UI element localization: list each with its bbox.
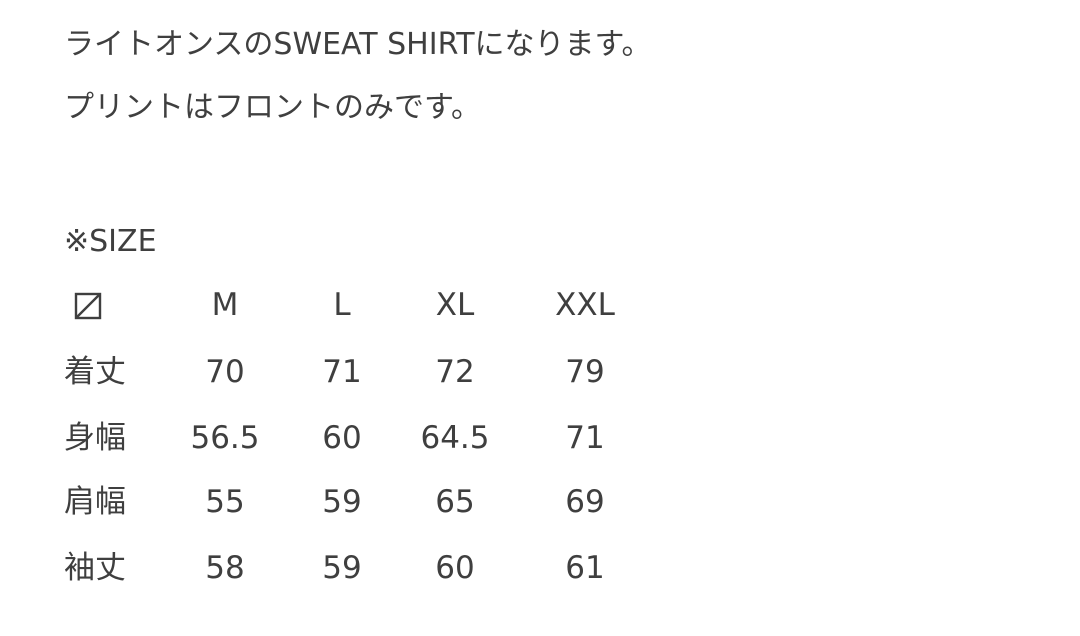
column-header-m: M: [211, 287, 239, 323]
table-cell: 60: [435, 550, 475, 586]
table-cell: 79: [565, 354, 605, 390]
size-heading: ※SIZE: [64, 224, 157, 259]
table-cell: 59: [322, 550, 362, 586]
row-label: 袖丈: [64, 550, 126, 586]
table-cell: 64.5: [420, 420, 490, 456]
row-label: 身幅: [64, 420, 126, 456]
table-cell: 59: [322, 484, 362, 520]
table-cell: 61: [565, 550, 605, 586]
table-cell: 56.5: [190, 420, 260, 456]
table-cell: 55: [205, 484, 245, 520]
row-label: 肩幅: [64, 484, 126, 520]
table-cell: 58: [205, 550, 245, 586]
row-label: 着丈: [64, 354, 126, 390]
column-header-l: L: [333, 287, 351, 323]
table-cell: 70: [205, 354, 245, 390]
description-line-2: プリントはフロントのみです。: [64, 90, 481, 125]
table-cell: 71: [565, 420, 605, 456]
table-cell: 72: [435, 354, 475, 390]
table-cell: 69: [565, 484, 605, 520]
description-line-1: ライトオンスのSWEAT SHIRTになります。: [64, 27, 652, 62]
table-cell: 60: [322, 420, 362, 456]
squared-diagonal-icon: [74, 292, 102, 320]
table-cell: 71: [322, 354, 362, 390]
column-header-xl: XL: [435, 287, 475, 323]
column-header-xxl: XXL: [555, 287, 615, 323]
table-cell: 65: [435, 484, 475, 520]
